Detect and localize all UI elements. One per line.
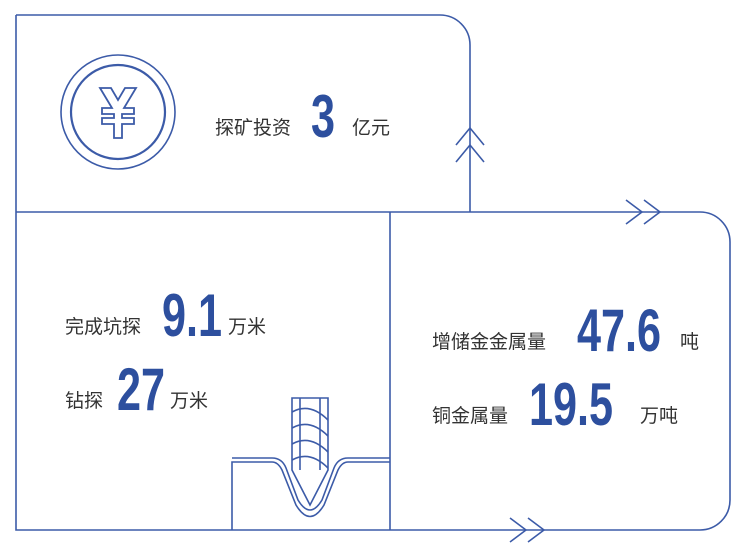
item-number: 9.1 [162, 283, 222, 350]
item-label: 完成坑探 [65, 316, 141, 338]
right-chevrons [625, 199, 662, 225]
bottom-chevrons [509, 517, 546, 543]
item-label: 探矿投资 [215, 117, 291, 139]
item-number: 3 [311, 84, 335, 151]
item-unit: 万吨 [640, 405, 678, 427]
up-chevrons [455, 126, 485, 163]
frame-main [15, 15, 731, 531]
item-unit: 亿元 [352, 117, 390, 139]
frame-top-box [16, 14, 471, 212]
drill-icon [231, 397, 390, 530]
item-number: 27 [117, 357, 165, 424]
item-number: 47.6 [577, 298, 661, 365]
coin-icon [60, 54, 176, 170]
item-unit: 万米 [228, 316, 266, 338]
item-label: 增储金金属量 [432, 331, 546, 353]
item-label: 钻探 [65, 390, 103, 412]
item-label: 铜金属量 [432, 405, 508, 427]
item-unit: 万米 [170, 390, 208, 412]
item-unit: 吨 [680, 331, 699, 353]
item-number: 19.5 [529, 372, 613, 439]
